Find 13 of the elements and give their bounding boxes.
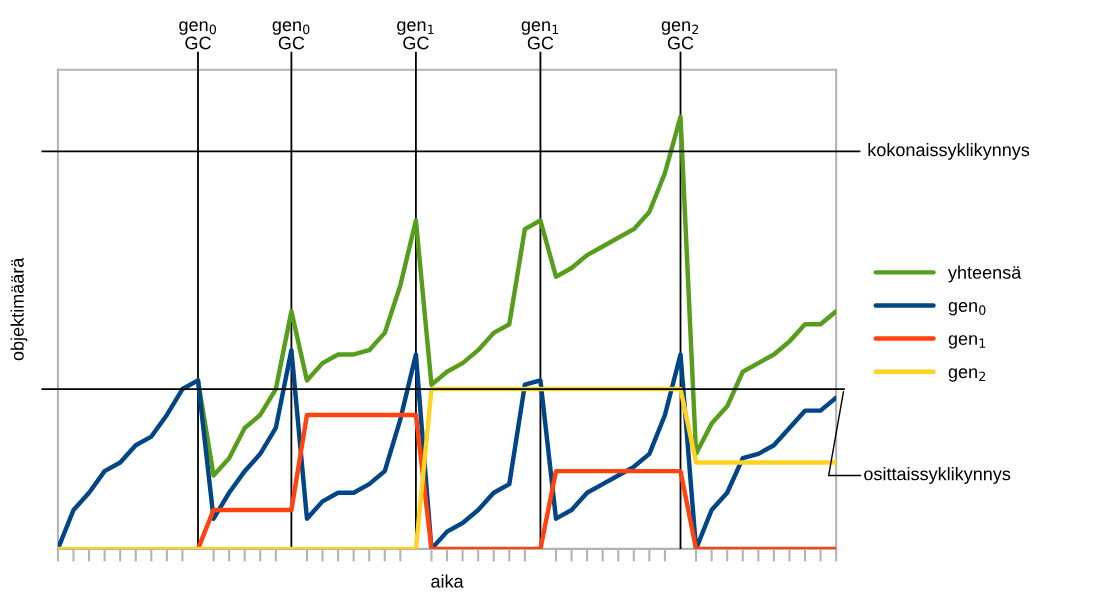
ref-line-label: kokonaissyklikynnys bbox=[868, 142, 1030, 160]
x-tick-label: gen$_{0}$ GC bbox=[179, 21, 217, 50]
legend-label: gen$_{2}$ bbox=[948, 368, 986, 382]
ref-line-label: osittaissyklikynnys bbox=[864, 467, 1011, 484]
x-tick-label: gen$_{1}$ GC bbox=[397, 21, 434, 50]
x-axis-title: aika bbox=[431, 574, 464, 588]
legend-label: gen$_{0}$ bbox=[948, 302, 986, 316]
legend-label: gen$_{1}$ bbox=[948, 335, 986, 349]
legend-label: yhteensä bbox=[948, 265, 1022, 283]
x-tick-label: gen$_{1}$ GC bbox=[521, 21, 559, 50]
y-axis-title: objektimäärä bbox=[10, 257, 28, 361]
x-tick-label: gen$_{2}$ GC bbox=[661, 21, 699, 50]
x-tick-label: gen$_{0}$ GC bbox=[272, 21, 310, 50]
